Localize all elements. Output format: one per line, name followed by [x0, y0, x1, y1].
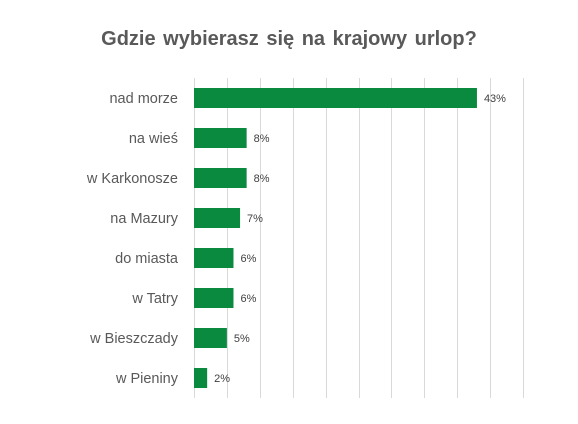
value-label: 2% [214, 373, 230, 385]
category-label: w Karkonosze [86, 171, 178, 187]
category-label: nad morze [109, 91, 178, 107]
category-label: do miasta [115, 251, 179, 267]
bar [194, 368, 208, 388]
category-label: w Tatry [131, 291, 178, 307]
bar [194, 168, 247, 188]
value-label: 8% [254, 133, 270, 145]
category-label: na wieś [129, 131, 178, 147]
value-label: 7% [247, 213, 263, 225]
value-labels: 43% 8% 8% 7% 6% 6% 5% 2% [214, 93, 506, 385]
bar [194, 128, 247, 148]
bar [194, 248, 234, 268]
category-label: w Pieniny [115, 371, 179, 387]
category-label: w Bieszczady [89, 331, 179, 347]
value-label: 6% [240, 253, 256, 265]
bars [194, 88, 477, 388]
value-label: 43% [484, 93, 506, 105]
value-label: 5% [234, 333, 250, 345]
bar [194, 208, 241, 228]
value-label: 6% [240, 293, 256, 305]
gridlines [194, 78, 524, 398]
bar [194, 88, 477, 108]
category-labels: nad morze na wieś w Karkonosze na Mazury do … [86, 91, 179, 387]
bar [194, 328, 227, 348]
bar [194, 288, 234, 308]
value-label: 8% [254, 173, 270, 185]
category-label: na Mazury [110, 211, 178, 227]
chart-title: Gdzie wybierasz się na krajowy urlop? [101, 28, 477, 50]
